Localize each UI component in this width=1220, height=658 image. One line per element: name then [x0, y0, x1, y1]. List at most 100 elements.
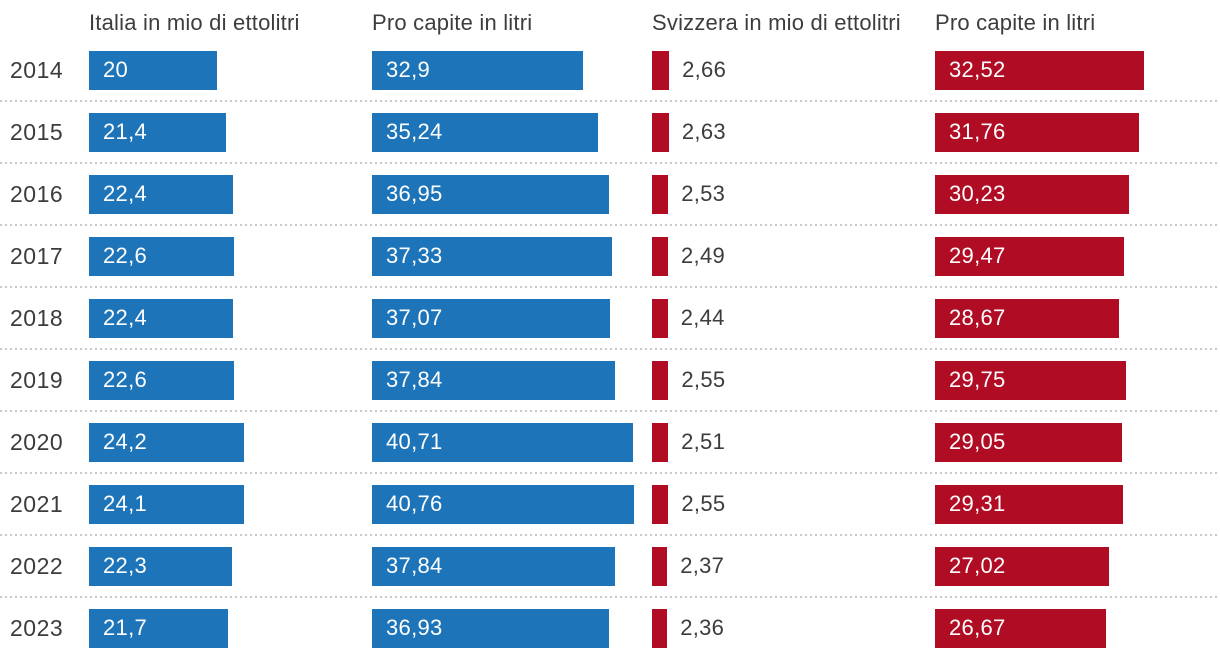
bar-cell-italia_hl: 22,4	[89, 288, 372, 348]
table-row: 2021 24,1 40,76 2,55 29,31	[0, 474, 1220, 534]
bar-cell-italia_pro_capite: 40,71	[372, 412, 652, 472]
bar-italia_pro_capite: 37,84	[372, 546, 615, 586]
bar-value-label: 20	[103, 57, 129, 82]
bar-cell-svizzera_pro_capite: 29,31	[935, 474, 1220, 534]
table-row: 2022 22,3 37,84 2,37 27,02	[0, 536, 1220, 596]
bar-value-label: 2,36	[680, 615, 725, 640]
bar-value-label: 37,07	[386, 305, 443, 330]
bar-italia_hl: 24,2	[89, 422, 245, 462]
bar-cell-italia_pro_capite: 37,07	[372, 288, 652, 348]
column-header-svizzera-pro-capite: Pro capite in litri	[935, 10, 1096, 35]
bar-cell-svizzera_pro_capite: 28,67	[935, 288, 1220, 348]
year-label: 2015	[10, 118, 64, 145]
bar-value-label: 29,47	[949, 243, 1006, 268]
bar-cell-italia_hl: 22,4	[89, 164, 372, 224]
bar-value-label: 22,4	[103, 305, 148, 330]
bar-cell-italia_pro_capite: 37,33	[372, 226, 652, 286]
bar-cell-svizzera_pro_capite: 31,76	[935, 102, 1220, 162]
bar-italia_pro_capite: 36,95	[372, 174, 610, 214]
bar-value-label: 22,6	[103, 243, 148, 268]
bar-cell-svizzera_pro_capite: 30,23	[935, 164, 1220, 224]
bar-italia_hl: 22,6	[89, 360, 235, 400]
bar-svizzera_pro_capite: 28,67	[935, 298, 1120, 338]
bar-italia_pro_capite: 36,93	[372, 608, 610, 648]
bar-cell-svizzera_hl: 2,55	[652, 350, 935, 410]
table-row: 2020 24,2 40,71 2,51 29,05	[0, 412, 1220, 472]
year-label: 2022	[10, 552, 64, 579]
bar-italia_hl: 21,4	[89, 112, 227, 152]
year-column-spacer	[0, 0, 89, 40]
bar-value-label: 40,71	[386, 429, 443, 454]
bar-italia_pro_capite: 32,9	[372, 50, 584, 90]
bar-svizzera_pro_capite: 30,23	[935, 174, 1130, 214]
bar-value-label: 27,02	[949, 553, 1006, 578]
bar-svizzera_hl	[652, 236, 668, 276]
bar-cell-svizzera_pro_capite: 32,52	[935, 40, 1220, 100]
column-header-italia-hl: Italia in mio di ettolitri	[89, 10, 300, 35]
bar-italia_pro_capite: 37,07	[372, 298, 610, 338]
bar-value-label: 31,76	[949, 119, 1006, 144]
bar-svizzera_pro_capite: 29,47	[935, 236, 1125, 276]
bar-cell-italia_hl: 22,3	[89, 536, 372, 596]
bar-value-label: 2,55	[681, 491, 726, 516]
column-header-italia-pro-capite: Pro capite in litri	[372, 10, 533, 35]
column-headers: Italia in mio di ettolitri Pro capite in…	[0, 0, 1220, 40]
bar-value-label: 37,33	[386, 243, 443, 268]
bar-value-label: 28,67	[949, 305, 1006, 330]
bar-italia_pro_capite: 40,71	[372, 422, 634, 462]
bar-cell-italia_pro_capite: 37,84	[372, 350, 652, 410]
bar-italia_hl: 24,1	[89, 484, 244, 524]
bar-value-label: 22,6	[103, 367, 148, 392]
bar-value-label: 36,95	[386, 181, 443, 206]
bar-cell-italia_pro_capite: 36,93	[372, 598, 652, 658]
bar-italia_hl: 20	[89, 50, 218, 90]
bar-cell-italia_hl: 24,1	[89, 474, 372, 534]
bar-svizzera_pro_capite: 31,76	[935, 112, 1139, 152]
bar-value-label: 2,66	[682, 57, 727, 82]
bar-value-label: 2,44	[680, 305, 725, 330]
bar-value-label: 35,24	[386, 119, 443, 144]
chart-rows: 2014 20 32,9 2,66 32,52 2015 21,4 35,24 2,63 31,7…	[0, 40, 1220, 658]
bar-value-label: 32,52	[949, 57, 1006, 82]
bar-cell-svizzera_hl: 2,49	[652, 226, 935, 286]
bar-cell-svizzera_hl: 2,63	[652, 102, 935, 162]
table-row: 2018 22,4 37,07 2,44 28,67	[0, 288, 1220, 348]
bar-cell-svizzera_pro_capite: 29,75	[935, 350, 1220, 410]
bar-cell-italia_hl: 21,4	[89, 102, 372, 162]
bar-value-label: 24,2	[103, 429, 148, 454]
bar-value-label: 26,67	[949, 615, 1006, 640]
table-row: 2016 22,4 36,95 2,53 30,23	[0, 164, 1220, 224]
bar-svizzera_hl	[652, 484, 669, 524]
year-label: 2016	[10, 180, 64, 207]
bar-value-label: 2,49	[681, 243, 726, 268]
row-separator	[0, 162, 1220, 164]
row-separator	[0, 286, 1220, 288]
row-separator	[0, 596, 1220, 598]
bar-value-label: 37,84	[386, 553, 443, 578]
bar-svizzera_pro_capite: 27,02	[935, 546, 1109, 586]
bar-svizzera_hl	[652, 360, 669, 400]
bar-value-label: 40,76	[386, 491, 443, 516]
bar-cell-svizzera_hl: 2,66	[652, 40, 935, 100]
bar-value-label: 22,4	[103, 181, 148, 206]
bar-cell-italia_pro_capite: 32,9	[372, 40, 652, 100]
bar-svizzera_hl	[652, 546, 668, 586]
bar-svizzera_pro_capite: 29,31	[935, 484, 1124, 524]
row-separator	[0, 534, 1220, 536]
bar-cell-italia_hl: 20	[89, 40, 372, 100]
bar-value-label: 21,7	[103, 615, 148, 640]
bar-value-label: 2,37	[680, 553, 725, 578]
bar-value-label: 29,05	[949, 429, 1006, 454]
bar-italia_pro_capite: 37,84	[372, 360, 615, 400]
bar-value-label: 2,51	[681, 429, 726, 454]
bar-svizzera_hl	[652, 298, 668, 338]
table-row: 2019 22,6 37,84 2,55 29,75	[0, 350, 1220, 410]
bar-value-label: 21,4	[103, 119, 148, 144]
bar-cell-svizzera_hl: 2,55	[652, 474, 935, 534]
bar-svizzera_pro_capite: 29,75	[935, 360, 1126, 400]
year-label: 2021	[10, 490, 64, 517]
bar-italia_hl: 22,4	[89, 174, 233, 214]
bar-italia_hl: 21,7	[89, 608, 229, 648]
row-separator	[0, 100, 1220, 102]
bar-italia_hl: 22,4	[89, 298, 233, 338]
